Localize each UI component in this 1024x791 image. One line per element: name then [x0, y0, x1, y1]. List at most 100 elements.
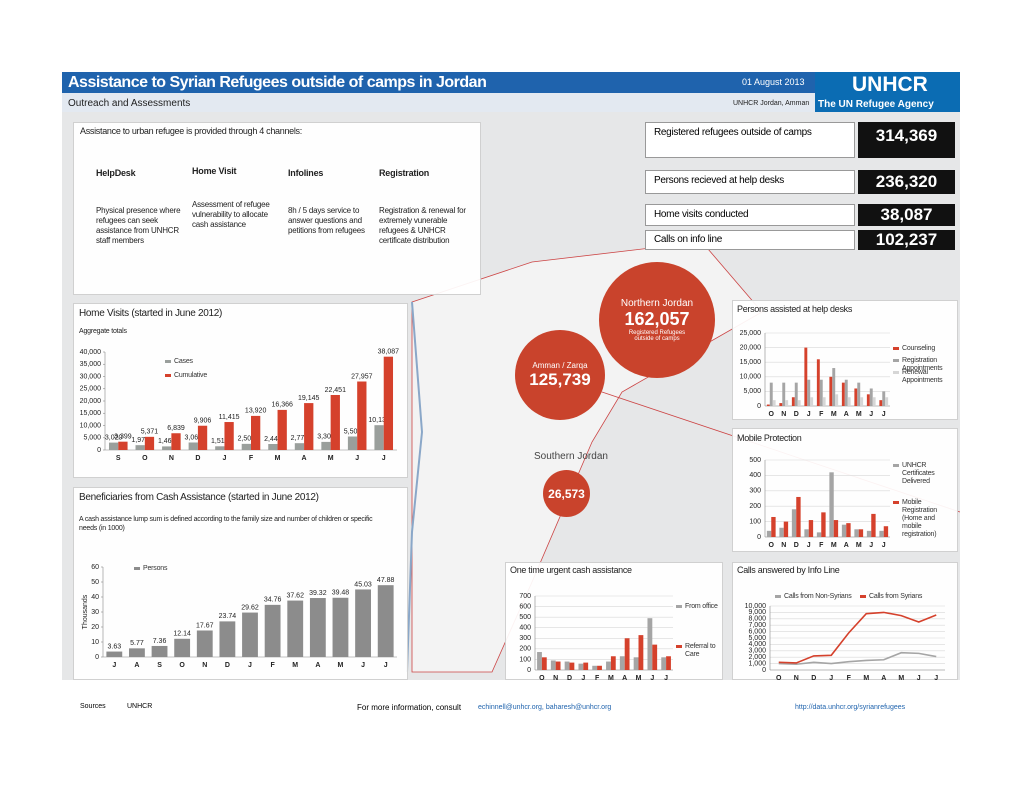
legend-swatch: [775, 595, 781, 598]
channel-text: Physical presence where refugees can see…: [96, 206, 181, 245]
bar: [858, 529, 864, 537]
region-circle: Northern Jordan 162,057 Registered Refug…: [599, 262, 715, 378]
channel-text: Registration & renewal for extremely vun…: [379, 206, 466, 245]
data-label: 12.14: [173, 631, 191, 638]
bar: [241, 443, 251, 450]
x-tick-label: D: [195, 455, 200, 462]
region-circle: Amman / Zarqa 125,739: [515, 330, 605, 420]
x-tick-label: J: [248, 662, 252, 669]
jordan-river: [406, 301, 424, 673]
data-label: 2,446: [264, 436, 282, 443]
contact-emails[interactable]: echinnell@unhcr.org, baharesh@unhcr.org: [478, 704, 612, 711]
y-tick-label: 35,000: [80, 361, 102, 368]
bar: [807, 379, 811, 406]
x-tick-label: J: [934, 675, 938, 682]
bar: [783, 521, 789, 537]
bar: [879, 400, 883, 406]
bar: [816, 532, 822, 537]
bar: [829, 472, 834, 537]
bar: [835, 394, 839, 406]
bar: [808, 520, 814, 537]
x-tick-label: J: [869, 542, 873, 549]
bar: [882, 391, 886, 406]
bar: [829, 376, 833, 406]
y-tick-label: 500: [519, 614, 531, 621]
y-tick-label: 20,000: [80, 398, 102, 405]
legend-label: From office: [685, 603, 718, 610]
legend-item: Referral to Care: [676, 643, 720, 659]
bar: [633, 657, 639, 670]
y-tick-label: 0: [97, 447, 101, 454]
legend-swatch: [893, 371, 899, 374]
x-tick-label: M: [863, 675, 869, 682]
stat-value: 236,320: [858, 170, 955, 194]
legend-swatch: [134, 567, 140, 570]
bar: [357, 381, 367, 450]
bar: [766, 530, 772, 537]
data-label: 47.88: [377, 577, 395, 584]
y-tick-label: 25,000: [80, 386, 102, 393]
data-label: 7.36: [153, 638, 167, 645]
x-tick-label: J: [355, 455, 359, 462]
data-label: 29.62: [241, 604, 259, 611]
bar: [606, 661, 611, 670]
x-tick-label: M: [831, 411, 837, 418]
data-label: 2,779: [291, 435, 309, 442]
legend-item: Persons: [134, 565, 194, 573]
y-tick-label: 0: [762, 667, 766, 674]
data-label: 13,920: [245, 408, 267, 415]
bar: [866, 530, 872, 537]
region-circle: 26,573: [543, 470, 590, 517]
y-tick-label: 30: [91, 609, 99, 616]
y-tick-label: 20: [91, 624, 99, 631]
x-tick-label: M: [898, 675, 904, 682]
region-note: Registered Refugees outside of camps: [628, 330, 686, 342]
bar: [810, 397, 814, 406]
data-label: 3,399: [114, 434, 132, 441]
agency: The UN Refugee Agency: [818, 99, 934, 110]
region-name: Northern Jordan: [620, 298, 694, 309]
x-tick-label: S: [116, 455, 121, 462]
bar: [652, 644, 658, 670]
y-tick-label: 1,000: [748, 660, 766, 667]
y-tick-label: 7,000: [748, 622, 766, 629]
y-tick-label: 500: [749, 457, 761, 464]
bar: [578, 663, 584, 670]
y-tick-label: 9,000: [748, 609, 766, 616]
legend-item: Cases: [165, 358, 235, 366]
y-tick-label: 300: [519, 635, 531, 642]
bar: [638, 635, 644, 670]
data-label: 19,145: [298, 395, 320, 402]
bar: [846, 523, 851, 537]
bar: [779, 403, 783, 406]
data-link[interactable]: http://data.unhcr.org/syrianrefugees: [795, 704, 906, 711]
y-tick-label: 700: [519, 593, 531, 600]
stat-value: 314,369: [858, 122, 955, 158]
x-tick-label: N: [781, 542, 786, 549]
x-tick-label: F: [270, 662, 275, 669]
y-tick-label: 15,000: [740, 359, 762, 366]
legend-label: Registration Appointments: [902, 357, 943, 372]
bar: [804, 529, 809, 537]
y-tick-label: 3,000: [748, 648, 766, 655]
bar: [106, 651, 123, 657]
y-tick-label: 20,000: [740, 344, 762, 351]
channel-text: 8h / 5 days service to answer questions …: [288, 206, 365, 235]
bar: [171, 433, 181, 450]
x-tick-label: F: [595, 675, 600, 682]
x-tick-label: F: [249, 455, 254, 462]
bar: [857, 382, 861, 406]
legend-label: Persons: [143, 565, 168, 572]
x-tick-label: M: [608, 675, 614, 682]
x-tick-label: J: [917, 675, 921, 682]
legend-item: Mobile Registration (Home and mobile reg…: [893, 499, 955, 539]
bar: [872, 397, 876, 406]
bar: [215, 446, 225, 450]
page-subtitle: Outreach and Assessments: [68, 98, 191, 109]
region-name: Amman / Zarqa: [532, 360, 588, 370]
bar: [294, 443, 305, 450]
bar: [816, 359, 820, 406]
stat-label: Home visits conducted: [645, 204, 855, 226]
y-tick-label: 5,000: [743, 388, 761, 395]
